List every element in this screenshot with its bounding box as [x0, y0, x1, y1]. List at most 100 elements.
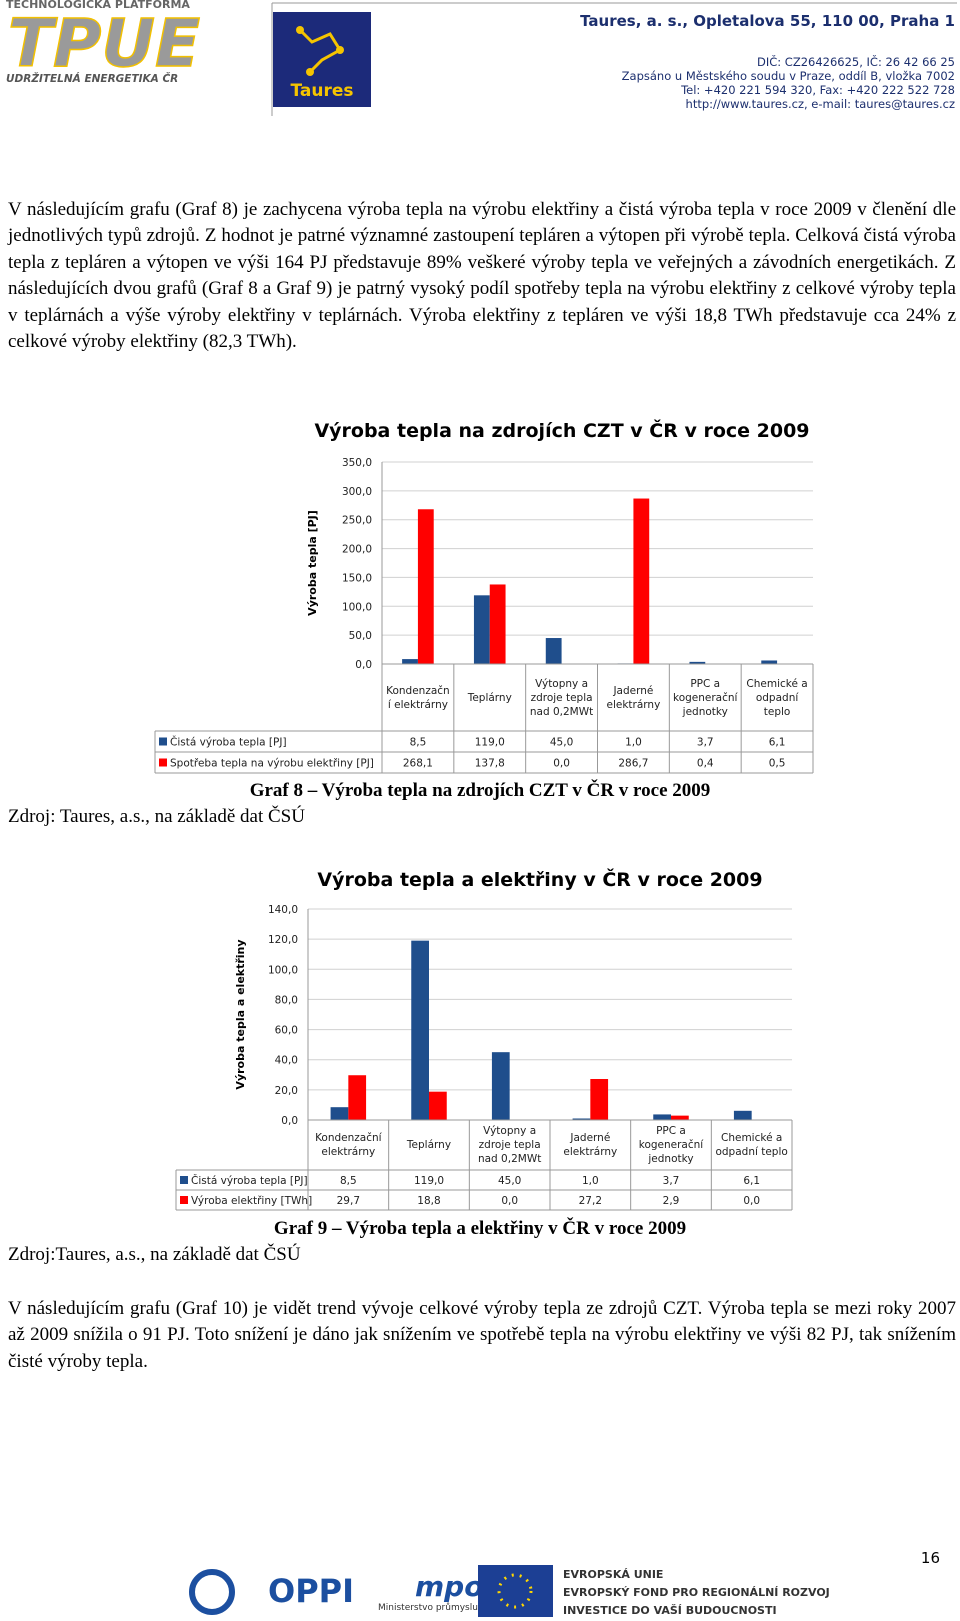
figure-caption: Graf 9 – Výroba tepla a elektřiny v ČR v…	[273, 1218, 687, 1239]
chart-title: Výroba tepla na zdrojích CZT v ČR v roce…	[314, 418, 809, 442]
data-table-value: 0,5	[769, 758, 786, 770]
x-tick-label: Kondenzační elektrárny	[315, 1132, 382, 1158]
y-tick-label: 150,0	[342, 572, 372, 584]
y-tick-label: 350,0	[342, 457, 372, 469]
data-table-value: 268,1	[403, 758, 433, 770]
data-table-value: 3,7	[697, 737, 714, 749]
bar	[330, 1107, 349, 1120]
legend-swatch	[180, 1196, 188, 1204]
x-tick-label: Teplárny	[406, 1139, 452, 1151]
y-tick-label: 40,0	[275, 1055, 298, 1067]
data-table-value: 0,0	[743, 1195, 760, 1207]
bar	[633, 498, 650, 664]
data-table-value: 6,1	[769, 737, 786, 749]
taures-logo-star	[336, 46, 344, 54]
bar	[653, 1114, 671, 1120]
bar	[689, 661, 706, 664]
data-table-value: 1,0	[625, 737, 642, 749]
figure-caption: Graf 8 – Výroba tepla na zdrojích CZT v …	[249, 780, 711, 801]
tpue-logo: TPUE	[8, 5, 200, 82]
legend-label: Výroba elektřiny [TWh]	[191, 1195, 312, 1207]
eu-flag	[478, 1565, 553, 1617]
x-tick-label: Výtopny a zdroje tepla nad 0,2MWt	[529, 677, 594, 718]
y-tick-label: 50,0	[349, 630, 372, 642]
paragraph: V následujícím grafu (Graf 8) je zachyce…	[8, 199, 956, 353]
data-table-value: 29,7	[337, 1195, 360, 1207]
eu-stars	[497, 1573, 533, 1609]
data-table-value: 2,9	[663, 1195, 680, 1207]
y-axis-label: Výroba tepla a elektřiny	[234, 939, 247, 1089]
taures-logo-text: Taures	[290, 81, 353, 101]
bar	[489, 584, 506, 664]
bar	[417, 509, 434, 664]
taures-logo-star	[296, 26, 304, 34]
data-table-value: 0,4	[697, 758, 714, 770]
bar	[761, 660, 778, 664]
mpo-text: Ministerstvo průmyslu a obchodu	[378, 1602, 528, 1613]
data-table-value: 27,2	[579, 1195, 602, 1207]
bar	[473, 595, 490, 664]
chart-title: Výroba tepla a elektřiny v ČR v roce 200…	[317, 867, 762, 891]
oppi-logo: OPPI	[268, 1572, 354, 1610]
y-tick-label: 300,0	[342, 486, 372, 498]
data-table-value: 8,5	[410, 737, 427, 749]
tpue-top: TECHNOLOGICKÁ PLATFORMA	[6, 0, 190, 11]
address-line: http://www.taures.cz, e-mail: taures@tau…	[685, 97, 955, 111]
data-table-value: 3,7	[663, 1175, 680, 1187]
mpo-logo: mpo	[415, 1570, 483, 1603]
data-table-value: 18,8	[417, 1195, 440, 1207]
x-tick-label: Chemické a odpadní teplo	[746, 677, 808, 718]
bar	[411, 940, 429, 1120]
bar	[671, 1115, 689, 1120]
y-axis-label: Výroba tepla [PJ]	[306, 510, 319, 616]
legend-label: Čistá výroba tepla [PJ]	[191, 1174, 308, 1187]
bar	[402, 659, 418, 664]
tpue-bottom: UDRŽITELNÁ ENERGETIKA ČR	[6, 71, 178, 85]
data-table-value: 137,8	[475, 758, 505, 770]
data-table-value: 0,0	[553, 758, 570, 770]
x-tick-label: Jaderné elektrárny	[606, 684, 661, 711]
bar	[545, 638, 562, 664]
data-table-value: 119,0	[414, 1175, 444, 1187]
legend-label: Spotřeba tepla na výrobu elektřiny [PJ]	[170, 758, 374, 770]
data-table-value: 119,0	[475, 737, 505, 749]
y-tick-label: 120,0	[268, 934, 298, 946]
taures-logo-figure	[298, 28, 343, 74]
y-tick-label: 250,0	[342, 515, 372, 527]
data-table-value: 6,1	[743, 1175, 760, 1187]
data-table-value: 1,0	[582, 1175, 599, 1187]
figure-source: Zdroj: Taures, a.s., na základě dat ČSÚ	[8, 806, 305, 827]
x-tick-label: Výtopny a zdroje tepla nad 0,2MWt	[477, 1125, 542, 1165]
data-table-value: 0,0	[501, 1195, 518, 1207]
y-tick-label: 100,0	[268, 964, 298, 976]
bar	[491, 1052, 510, 1120]
eu-text: EVROPSKÝ FOND PRO REGIONÁLNÍ ROZVOJ	[563, 1586, 830, 1599]
legend-swatch	[180, 1176, 188, 1184]
eu-text: EVROPSKÁ UNIE	[563, 1568, 663, 1581]
eu-text: INVESTICE DO VAŠÍ BUDOUCNOSTI	[563, 1604, 777, 1617]
bar	[348, 1075, 367, 1120]
address-line: DIČ: CZ26426625, IČ: 26 42 66 25	[756, 55, 955, 69]
address-line: Taures, a. s., Opletalova 55, 110 00, Pr…	[580, 12, 955, 30]
legend-swatch	[159, 758, 167, 767]
legend-swatch	[159, 737, 167, 746]
y-tick-label: 100,0	[342, 601, 372, 613]
y-tick-label: 140,0	[268, 904, 298, 916]
data-table-value: 45,0	[550, 737, 573, 749]
figure-source: Zdroj:Taures, a.s., na základě dat ČSÚ	[8, 1244, 301, 1265]
y-tick-label: 20,0	[275, 1085, 298, 1097]
data-table-value: 286,7	[618, 758, 648, 770]
y-tick-label: 60,0	[275, 1025, 298, 1037]
bar	[429, 1091, 447, 1120]
data-table-value: 45,0	[498, 1175, 521, 1187]
x-tick-label: Kondenzační elektrárny	[386, 684, 450, 711]
paragraph: V následujícím grafu (Graf 10) je vidět …	[8, 1298, 956, 1372]
address-line: Zapsáno u Městského soudu v Praze, oddíl…	[621, 69, 955, 83]
x-tick-label: Chemické a odpadní teplo	[715, 1132, 788, 1158]
y-tick-label: 0,0	[281, 1115, 298, 1127]
x-tick-label: Teplárny	[467, 691, 512, 704]
oppi-logo-ring	[189, 1569, 235, 1615]
taures-logo-star	[306, 68, 314, 76]
